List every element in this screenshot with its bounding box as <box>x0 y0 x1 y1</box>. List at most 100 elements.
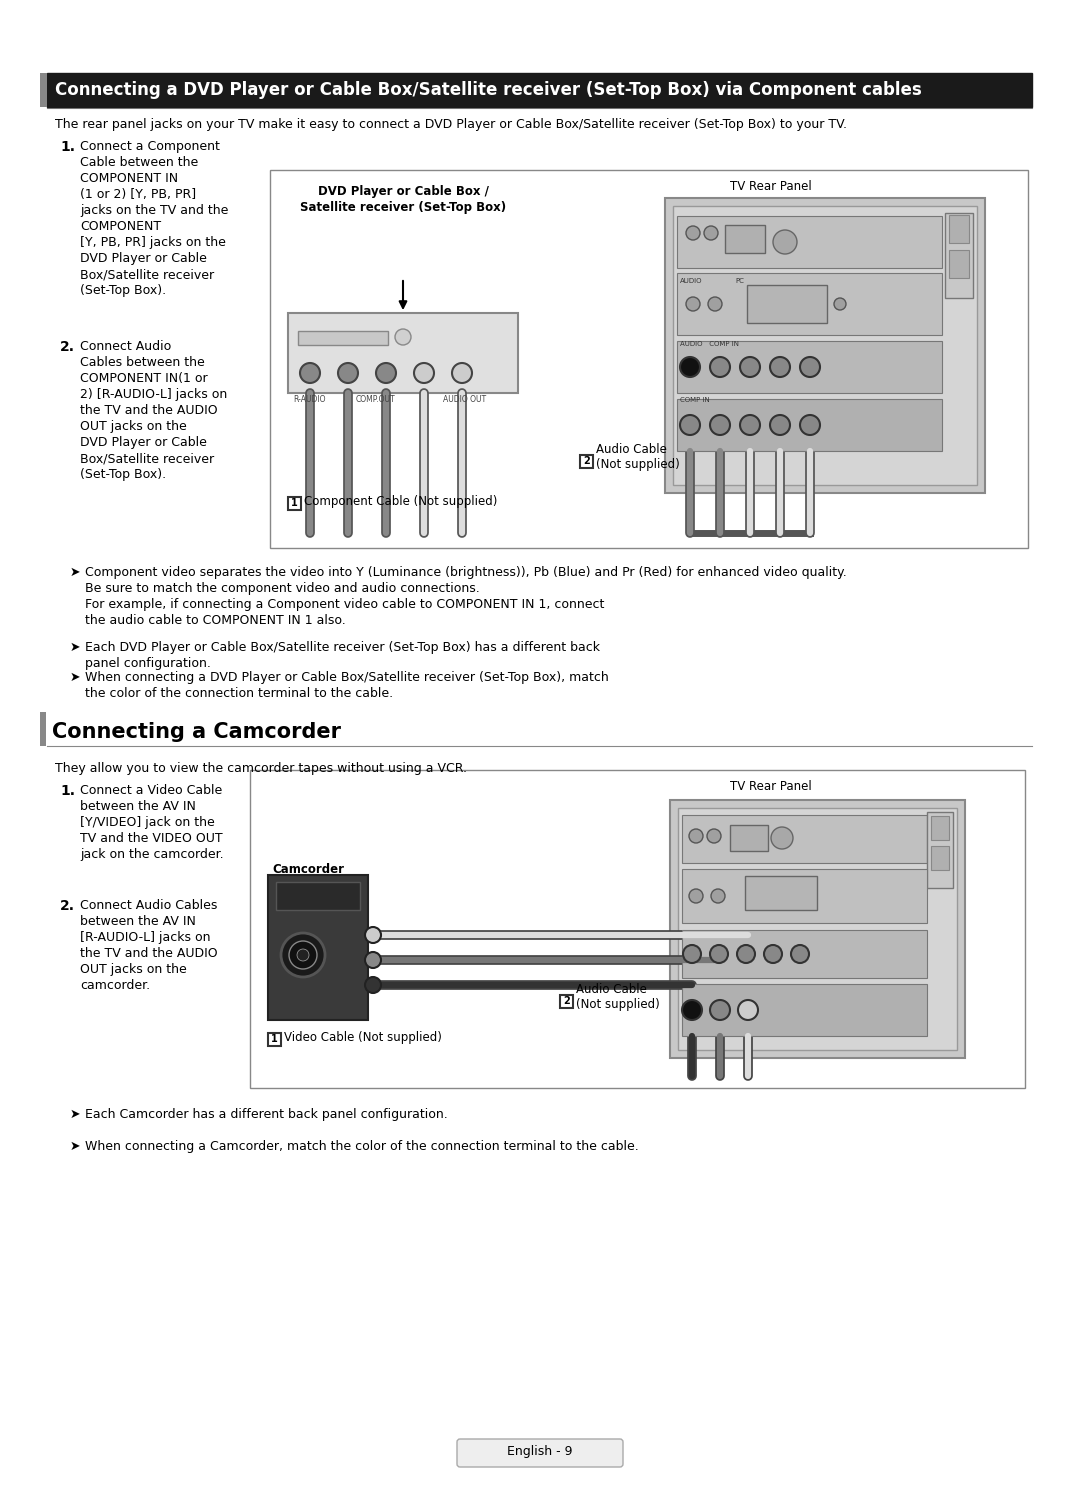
Text: Each Camcorder has a different back panel configuration.: Each Camcorder has a different back pane… <box>85 1109 448 1120</box>
Bar <box>681 984 927 1036</box>
Circle shape <box>686 298 700 311</box>
Circle shape <box>395 329 411 345</box>
Bar <box>677 216 942 268</box>
Circle shape <box>710 945 728 963</box>
Circle shape <box>710 1000 730 1019</box>
Circle shape <box>453 363 472 382</box>
Circle shape <box>365 927 381 943</box>
Text: Component Cable (Not supplied): Component Cable (Not supplied) <box>303 494 498 507</box>
Bar <box>730 824 768 851</box>
Bar <box>745 876 816 911</box>
Circle shape <box>704 226 718 240</box>
Bar <box>747 286 827 323</box>
Circle shape <box>800 415 820 434</box>
Circle shape <box>683 945 701 963</box>
Bar <box>665 198 985 493</box>
Text: COMP IN: COMP IN <box>680 397 710 403</box>
Circle shape <box>738 1000 758 1019</box>
Circle shape <box>300 363 320 382</box>
Circle shape <box>740 415 760 434</box>
Circle shape <box>338 363 357 382</box>
Text: AUDIO   COMP IN: AUDIO COMP IN <box>680 341 739 347</box>
Bar <box>40 73 48 107</box>
Circle shape <box>680 357 700 376</box>
Circle shape <box>689 888 703 903</box>
Text: 1: 1 <box>271 1034 278 1045</box>
Circle shape <box>376 363 396 382</box>
Circle shape <box>708 298 723 311</box>
Circle shape <box>681 1000 702 1019</box>
Bar <box>268 1033 281 1046</box>
Bar <box>276 882 360 911</box>
Text: When connecting a DVD Player or Cable Box/Satellite receiver (Set-Top Box), matc: When connecting a DVD Player or Cable Bo… <box>85 671 609 699</box>
Text: COMP.OUT: COMP.OUT <box>356 394 395 405</box>
Circle shape <box>689 829 703 844</box>
Text: 1.: 1. <box>60 784 75 798</box>
Bar <box>681 869 927 923</box>
Circle shape <box>365 978 381 992</box>
Circle shape <box>680 415 700 434</box>
Bar <box>927 812 953 888</box>
Circle shape <box>365 952 381 969</box>
Text: R-AUDIO: R-AUDIO <box>293 394 325 405</box>
Circle shape <box>740 357 760 376</box>
Circle shape <box>800 357 820 376</box>
Text: 2.: 2. <box>60 899 75 914</box>
Text: Connecting a Camcorder: Connecting a Camcorder <box>52 722 341 743</box>
Text: Camcorder: Camcorder <box>272 863 345 876</box>
Text: English - 9: English - 9 <box>508 1445 572 1458</box>
Text: Connect a Component
Cable between the
COMPONENT IN
(1 or 2) [Y, PB, PR]
jacks on: Connect a Component Cable between the CO… <box>80 140 228 298</box>
Circle shape <box>737 945 755 963</box>
Bar <box>561 995 573 1007</box>
Circle shape <box>834 298 846 310</box>
Text: The rear panel jacks on your TV make it easy to connect a DVD Player or Cable Bo: The rear panel jacks on your TV make it … <box>55 118 847 131</box>
Circle shape <box>764 945 782 963</box>
Circle shape <box>710 415 730 434</box>
Text: 2: 2 <box>583 457 590 467</box>
Bar <box>677 399 942 451</box>
Bar <box>288 497 301 510</box>
Circle shape <box>414 363 434 382</box>
Circle shape <box>770 357 789 376</box>
Text: ➤: ➤ <box>70 1140 81 1153</box>
Text: Connect Audio
Cables between the
COMPONENT IN(1 or
2) [R-AUDIO-L] jacks on
the T: Connect Audio Cables between the COMPONE… <box>80 339 227 481</box>
Text: 1.: 1. <box>60 140 75 153</box>
Bar <box>40 711 46 745</box>
Text: DVD Player or Cable Box /
Satellite receiver (Set-Top Box): DVD Player or Cable Box / Satellite rece… <box>300 185 507 213</box>
Text: TV Rear Panel: TV Rear Panel <box>730 780 812 793</box>
Bar <box>677 341 942 393</box>
Bar <box>931 815 949 841</box>
Bar <box>298 330 388 345</box>
Text: 1: 1 <box>292 498 298 509</box>
Text: ➤: ➤ <box>70 641 81 655</box>
Circle shape <box>281 933 325 978</box>
Text: Audio Cable
(Not supplied): Audio Cable (Not supplied) <box>596 443 679 472</box>
Bar <box>725 225 765 253</box>
Circle shape <box>770 415 789 434</box>
Bar <box>673 205 977 485</box>
Bar <box>48 73 1032 107</box>
Bar <box>670 801 966 1058</box>
Circle shape <box>289 940 318 969</box>
FancyBboxPatch shape <box>457 1439 623 1467</box>
Bar <box>678 808 957 1051</box>
Bar <box>270 170 1028 548</box>
Text: ➤: ➤ <box>70 565 81 579</box>
Text: Each DVD Player or Cable Box/Satellite receiver (Set-Top Box) has a different ba: Each DVD Player or Cable Box/Satellite r… <box>85 641 600 670</box>
Bar <box>268 875 368 1019</box>
Bar <box>681 815 927 863</box>
Bar <box>288 312 518 393</box>
Text: Audio Cable
(Not supplied): Audio Cable (Not supplied) <box>576 982 660 1012</box>
Bar <box>580 455 593 469</box>
Bar <box>945 213 973 298</box>
Circle shape <box>771 827 793 850</box>
Bar <box>949 214 969 243</box>
Circle shape <box>707 829 721 844</box>
Circle shape <box>791 945 809 963</box>
Text: Connect a Video Cable
between the AV IN
[Y/VIDEO] jack on the
TV and the VIDEO O: Connect a Video Cable between the AV IN … <box>80 784 224 862</box>
Text: Video Cable (Not supplied): Video Cable (Not supplied) <box>284 1031 442 1043</box>
Circle shape <box>711 888 725 903</box>
Text: 2.: 2. <box>60 339 75 354</box>
Text: TV Rear Panel: TV Rear Panel <box>730 180 812 193</box>
Text: When connecting a Camcorder, match the color of the connection terminal to the c: When connecting a Camcorder, match the c… <box>85 1140 638 1153</box>
